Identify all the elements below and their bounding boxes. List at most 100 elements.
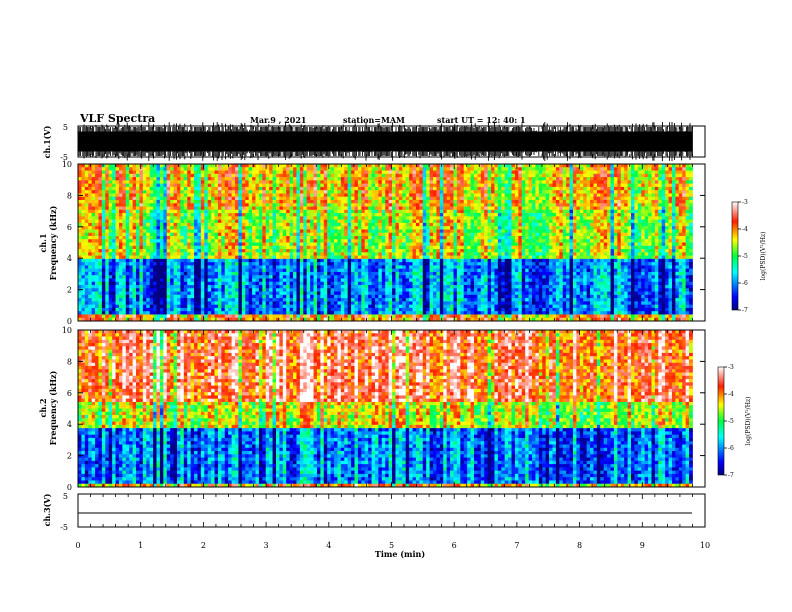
spectrogram-cell	[296, 164, 301, 168]
spectrogram-cell	[330, 262, 335, 266]
spectrogram-cell	[224, 265, 229, 270]
spectrogram-cell	[293, 226, 297, 230]
spectrogram-cell	[221, 186, 226, 191]
spectrogram-cell	[344, 298, 349, 302]
spectrogram-cell	[228, 262, 233, 266]
spectrogram-cell	[180, 307, 185, 312]
spectrogram-cell	[200, 170, 205, 175]
spectrogram-cell	[323, 190, 328, 194]
spectrogram-cell	[129, 285, 134, 289]
spectrogram-cell	[245, 307, 250, 312]
spectrogram-cell	[180, 180, 185, 185]
spectrogram-cell	[282, 311, 287, 315]
spectrogram-cell	[255, 291, 260, 296]
spectrogram-cell	[361, 186, 366, 191]
spectrogram-cell	[197, 255, 202, 260]
spectrogram-cell	[334, 281, 338, 286]
spectrogram-cell	[139, 285, 144, 289]
spectrogram-cell	[310, 278, 314, 283]
spectrogram-cell	[303, 199, 308, 204]
spectrogram-cell	[197, 245, 202, 250]
spectrogram-cell	[306, 219, 311, 224]
spectrogram-cell	[170, 291, 174, 296]
spectrogram-cell	[221, 164, 226, 168]
spectrogram-cell	[211, 298, 215, 302]
spectrogram-cell	[149, 183, 154, 188]
spectrogram-cell	[381, 239, 386, 243]
spectrogram-cell	[228, 193, 233, 198]
spectrogram-cell	[258, 199, 263, 204]
spectrogram-cell	[98, 314, 103, 319]
spectrogram-cell	[194, 301, 198, 306]
spectrogram-cell	[289, 294, 294, 299]
spectrogram-cell	[159, 206, 164, 211]
spectrogram-cell	[122, 304, 127, 309]
spectrogram-cell	[351, 229, 355, 234]
spectrogram-cell	[183, 304, 188, 309]
spectrogram-cell	[330, 167, 335, 171]
spectrogram-cell	[344, 232, 349, 237]
spectrogram-cell	[122, 314, 127, 319]
spectrogram-cell	[180, 262, 185, 266]
spectrogram-cell	[95, 291, 99, 296]
spectrogram-cell	[306, 164, 311, 168]
spectrogram-cell	[252, 294, 256, 299]
spectrogram-cell	[78, 291, 82, 296]
spectrogram-cell	[78, 173, 82, 178]
spectrogram-cell	[351, 311, 355, 315]
spectrogram-cell	[374, 239, 379, 243]
spectrogram-cell	[354, 213, 359, 217]
spectrogram-cell	[316, 275, 321, 279]
spectrogram-cell	[255, 304, 260, 309]
spectrogram-cell	[354, 249, 359, 253]
spectrogram-cell	[255, 255, 260, 260]
spectrogram-cell	[238, 193, 243, 198]
spectrogram-cell	[289, 193, 294, 198]
spectrogram-cell	[357, 203, 362, 207]
spectrogram-cell	[368, 203, 372, 207]
spectrogram-cell	[323, 222, 328, 227]
spectrogram-cell	[286, 249, 291, 253]
spectrogram-cell	[364, 245, 369, 250]
spectrogram-cell	[381, 265, 386, 270]
spectrogram-cell	[211, 222, 215, 227]
spectrogram-cell	[88, 262, 93, 266]
spectrogram-cell	[327, 245, 332, 250]
spectrogram-cell	[310, 190, 314, 194]
spectrogram-cell	[351, 268, 355, 273]
spectrogram-cell	[303, 196, 308, 201]
spectrogram-cell	[105, 203, 110, 207]
spectrogram-cell	[241, 232, 246, 237]
spectrogram-cell	[282, 180, 287, 185]
spectrogram-cell	[183, 317, 188, 322]
spectrogram-cell	[252, 186, 256, 191]
spectrogram-cell	[357, 216, 362, 220]
spectrogram-cell	[214, 255, 219, 260]
spectrogram-cell	[262, 183, 267, 188]
spectrogram-cell	[118, 314, 123, 319]
spectrogram-cell	[289, 173, 294, 178]
spectrogram-cell	[166, 271, 171, 276]
spectrogram-cell	[269, 278, 273, 283]
spectrogram-cell	[197, 262, 202, 266]
spectrogram-cell	[101, 203, 106, 207]
spectrogram-cell	[252, 281, 256, 286]
spectrogram-cell	[91, 268, 96, 273]
spectrogram-cell	[139, 262, 144, 266]
spectrogram-cell	[354, 180, 359, 185]
spectrogram-cell	[252, 170, 256, 175]
spectrogram-cell	[112, 186, 116, 191]
spectrogram-cell	[142, 307, 147, 312]
spectrogram-cell	[180, 190, 185, 194]
spectrogram-cell	[279, 164, 284, 168]
spectrogram-cell	[163, 275, 168, 279]
spectrogram-cell	[173, 190, 178, 194]
spectrogram-cell	[316, 298, 321, 302]
spectrogram-cell	[136, 258, 140, 263]
spectrogram-cell	[327, 294, 332, 299]
spectrogram-cell	[296, 245, 301, 250]
spectrogram-cell	[231, 298, 236, 302]
spectrogram-cell	[173, 167, 178, 171]
spectrogram-cell	[303, 304, 308, 309]
spectrogram-cell	[101, 177, 106, 181]
